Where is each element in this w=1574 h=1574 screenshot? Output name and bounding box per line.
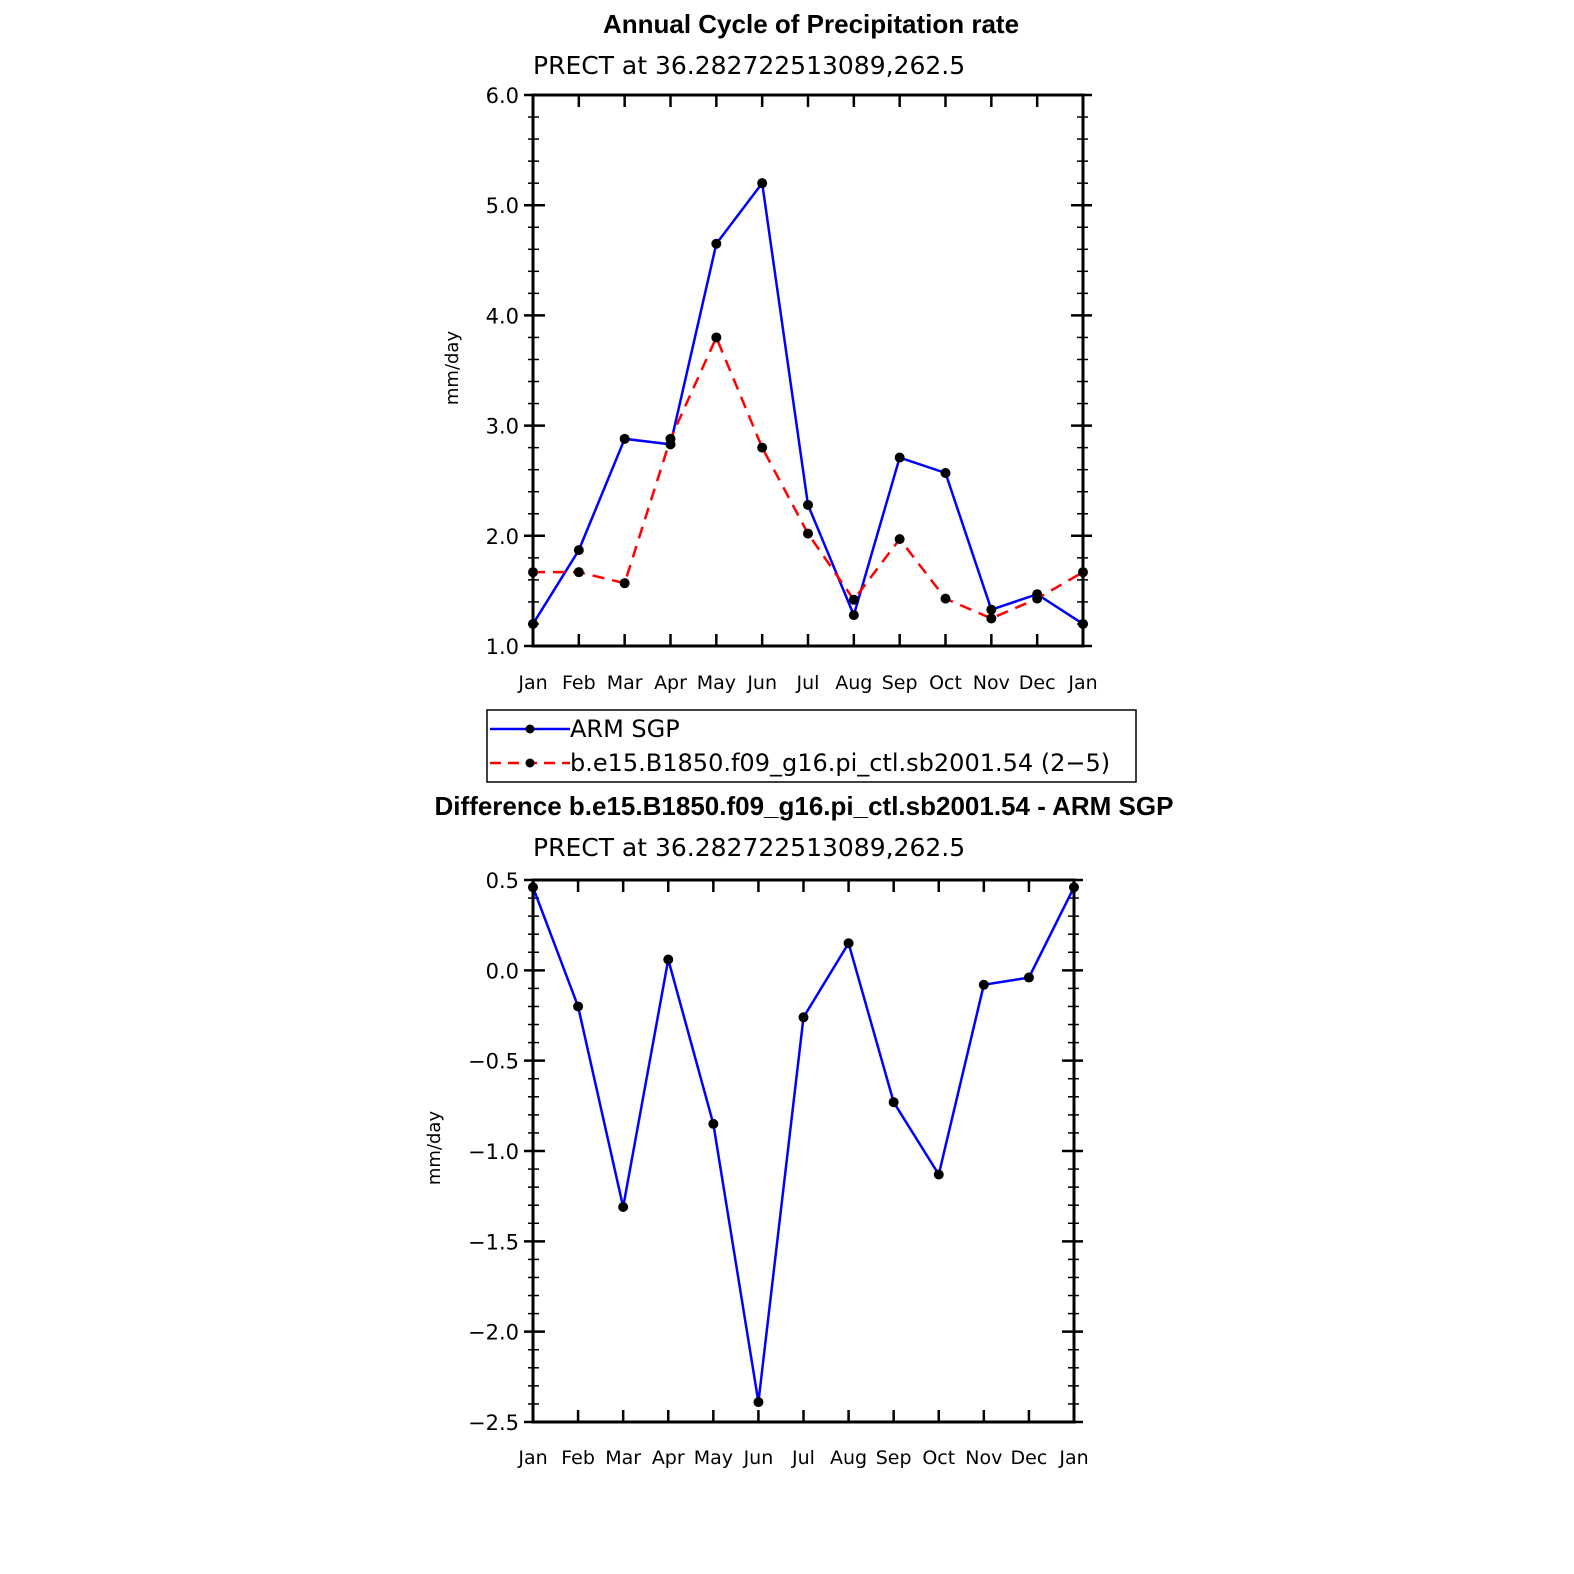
x-tick-label: Aug [835,672,872,694]
x-tick-label: Jun [743,1447,774,1469]
data-point [618,1202,629,1213]
legend-swatch-marker [525,724,535,734]
data-point [986,613,997,624]
x-tick-label: May [694,1447,733,1469]
x-tick-label: Aug [830,1447,867,1469]
data-point [1023,972,1034,983]
x-tick-label: Dec [1019,672,1056,694]
x-tick-label: Nov [973,672,1010,694]
plot-frame [531,93,1085,648]
y-tick-label: −2.5 [468,1411,519,1435]
x-tick-label: Dec [1011,1447,1048,1469]
data-point [798,1012,809,1023]
data-point [663,954,674,965]
data-point [933,1169,944,1180]
legend-item-arm-sgp: ARM SGP [490,715,680,743]
data-point [1032,593,1043,604]
y-tick-label: 4.0 [486,304,519,328]
data-point [940,593,951,604]
data-point [894,534,905,545]
x-tick-label: Mar [605,1447,641,1469]
axis-ticks: Jan Feb Mar Apr May Jun Jul Aug Sep Oct Nov Dec Jan −… [468,869,1089,1469]
y-tick-label: 5.0 [486,194,519,218]
x-tick-label: Jan [517,672,547,694]
x-tick-label: Sep [876,1447,912,1469]
y-tick-label: 6.0 [486,84,519,108]
data-point [573,1001,584,1012]
data-point [711,238,722,249]
x-tick-label: Apr [654,672,687,694]
x-tick-label: Jun [746,672,777,694]
x-tick-label: Jul [796,672,820,694]
x-tick-label: Jan [1067,672,1097,694]
x-tick-label: Sep [882,672,918,694]
y-tick-label: −2.0 [468,1321,519,1345]
data-point [757,178,768,189]
data-point [753,1397,764,1408]
x-tick-label: Feb [561,1447,595,1469]
difference-panel: Difference b.e15.B1850.f09_g16.pi_ctl.sb… [424,791,1173,1469]
data-point [843,938,854,949]
legend-item-model: b.e15.B1850.f09_g16.pi_ctl.sb2001.54 (2−… [490,749,1110,777]
y-tick-label: 1.0 [486,635,519,659]
legend-swatch-marker [525,758,535,768]
x-tick-label: Apr [652,1447,685,1469]
plot-frame [531,878,1076,1424]
x-tick-label: Mar [607,672,643,694]
y-tick-label: −0.5 [468,1050,519,1074]
x-tick-label: May [697,672,736,694]
series-line-0 [531,180,1084,626]
y-tick-label: −1.5 [468,1230,519,1254]
data-point [619,433,630,444]
y-tick-label: 0.5 [486,869,519,893]
y-tick-label: 0.0 [486,959,519,983]
legend-label: b.e15.B1850.f09_g16.pi_ctl.sb2001.54 (2−… [570,749,1110,777]
chart-subtitle: PRECT at 36.282722513089,262.5 [533,51,965,80]
chart-subtitle: PRECT at 36.282722513089,262.5 [533,833,965,862]
data-point [573,567,584,578]
data-point [848,594,859,605]
plot-area [528,882,1079,1408]
data-point [619,578,630,589]
series-line-0 [531,886,1076,1403]
annual-cycle-panel: Annual Cycle of Precipitation rate PRECT… [442,9,1137,783]
series-line-1 [533,334,1084,620]
x-tick-label: Feb [562,672,596,694]
chart-title: Annual Cycle of Precipitation rate [603,9,1019,39]
plot-area [528,178,1088,629]
legend-label: ARM SGP [570,715,680,743]
data-point [708,1118,719,1129]
y-axis-label: mm/day [424,1111,445,1186]
data-point [894,452,905,463]
data-point [665,433,676,444]
y-tick-label: 2.0 [486,525,519,549]
data-point [888,1097,899,1108]
y-tick-label: 3.0 [486,415,519,439]
data-point [711,332,722,343]
legend-box [486,709,1137,783]
data-point [573,545,584,556]
x-tick-label: Nov [965,1447,1002,1469]
data-point [848,610,859,621]
y-tick-label: −1.0 [468,1140,519,1164]
x-tick-label: Jan [1058,1447,1088,1469]
legend: ARM SGP b.e15.B1850.f09_g16.pi_ctl.sb200… [486,709,1137,783]
data-point [803,499,813,510]
x-tick-label: Oct [922,1447,955,1469]
data-point [978,979,989,990]
data-point [803,528,813,539]
data-point [940,467,951,478]
data-point [757,442,768,453]
x-tick-label: Oct [929,672,962,694]
chart-title: Difference b.e15.B1850.f09_g16.pi_ctl.sb… [435,791,1174,821]
y-axis-label: mm/day [442,331,463,406]
x-tick-label: Jan [517,1447,547,1469]
x-tick-label: Jul [791,1447,815,1469]
data-point [986,604,997,615]
axis-ticks: Jan Feb Mar Apr May Jun Jul Aug Sep Oct Nov Dec Jan 1… [486,84,1098,694]
